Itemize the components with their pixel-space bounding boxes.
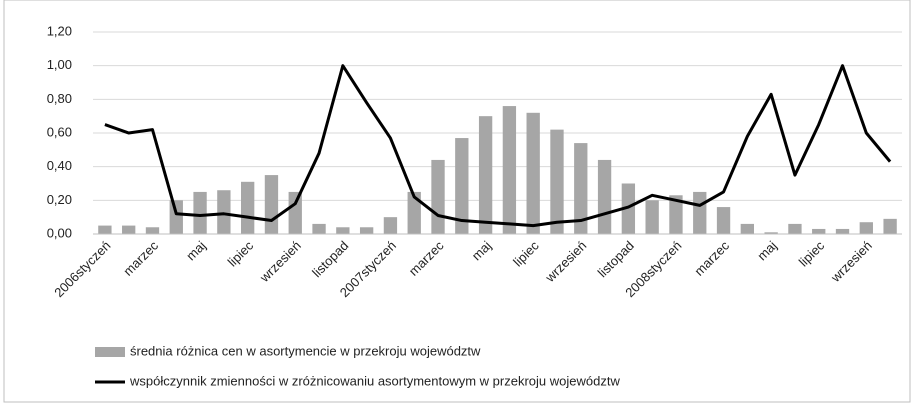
x-tick-label: listopad bbox=[595, 238, 637, 280]
x-tick-label: lipiec bbox=[225, 238, 257, 270]
bar bbox=[193, 191, 207, 234]
bar bbox=[740, 223, 755, 234]
bar bbox=[788, 223, 802, 234]
bar bbox=[716, 207, 731, 234]
bar bbox=[217, 190, 231, 234]
y-tick-label: 0,40 bbox=[47, 158, 72, 173]
x-tick-label: lipiec bbox=[796, 238, 828, 270]
bar bbox=[169, 200, 183, 234]
y-tick-label: 0,00 bbox=[47, 225, 72, 240]
y-tick-label: 0,60 bbox=[47, 124, 72, 139]
bar bbox=[526, 112, 540, 234]
x-tick-label: marzec bbox=[120, 238, 161, 279]
x-tick-label: marzec bbox=[691, 238, 732, 279]
legend-label: współczynnik zmienności w zróżnicowaniu … bbox=[129, 373, 620, 388]
bar bbox=[431, 159, 445, 234]
bar bbox=[597, 159, 612, 234]
bar bbox=[574, 143, 588, 234]
bar bbox=[359, 227, 374, 234]
x-tick-label: maj bbox=[183, 238, 208, 263]
bar bbox=[98, 225, 112, 234]
bar bbox=[145, 227, 160, 234]
x-tick-label: maj bbox=[754, 238, 779, 263]
bar bbox=[812, 228, 826, 234]
legend-label: średnia różnica cen w asortymencie w prz… bbox=[130, 343, 481, 358]
bar bbox=[835, 228, 850, 234]
bar bbox=[883, 218, 897, 234]
line bbox=[104, 64, 892, 228]
y-tick-label: 1,20 bbox=[47, 23, 72, 38]
x-tick-label: wrzesień bbox=[256, 238, 304, 286]
bar bbox=[288, 191, 302, 234]
bar bbox=[455, 138, 469, 234]
bar bbox=[621, 183, 636, 234]
bar bbox=[550, 129, 564, 234]
bar bbox=[693, 191, 707, 234]
y-tick-label: 1,00 bbox=[47, 57, 72, 72]
x-tick-label: 2006styczeń bbox=[51, 238, 113, 300]
chart-frame bbox=[3, 0, 911, 403]
bar bbox=[240, 181, 255, 234]
x-tick-label: maj bbox=[469, 238, 494, 263]
bar bbox=[264, 175, 279, 234]
legend-swatch bbox=[95, 347, 125, 357]
bar bbox=[645, 200, 659, 234]
y-tick-label: 0,80 bbox=[47, 91, 72, 106]
bar bbox=[669, 195, 683, 234]
x-tick-label: wrzesień bbox=[827, 238, 875, 286]
x-tick-label: lipiec bbox=[510, 238, 542, 270]
x-tick-label: listopad bbox=[309, 238, 351, 280]
bar bbox=[407, 191, 421, 234]
bar bbox=[383, 217, 398, 234]
x-tick-label: marzec bbox=[406, 238, 447, 279]
bar bbox=[478, 116, 493, 234]
bar bbox=[122, 225, 136, 234]
x-tick-label: wrzesień bbox=[542, 238, 590, 286]
bar bbox=[502, 106, 517, 234]
bar bbox=[764, 232, 778, 234]
y-tick-label: 0,20 bbox=[47, 192, 72, 207]
bar bbox=[312, 223, 326, 234]
bar bbox=[859, 222, 873, 234]
bar bbox=[336, 227, 350, 234]
